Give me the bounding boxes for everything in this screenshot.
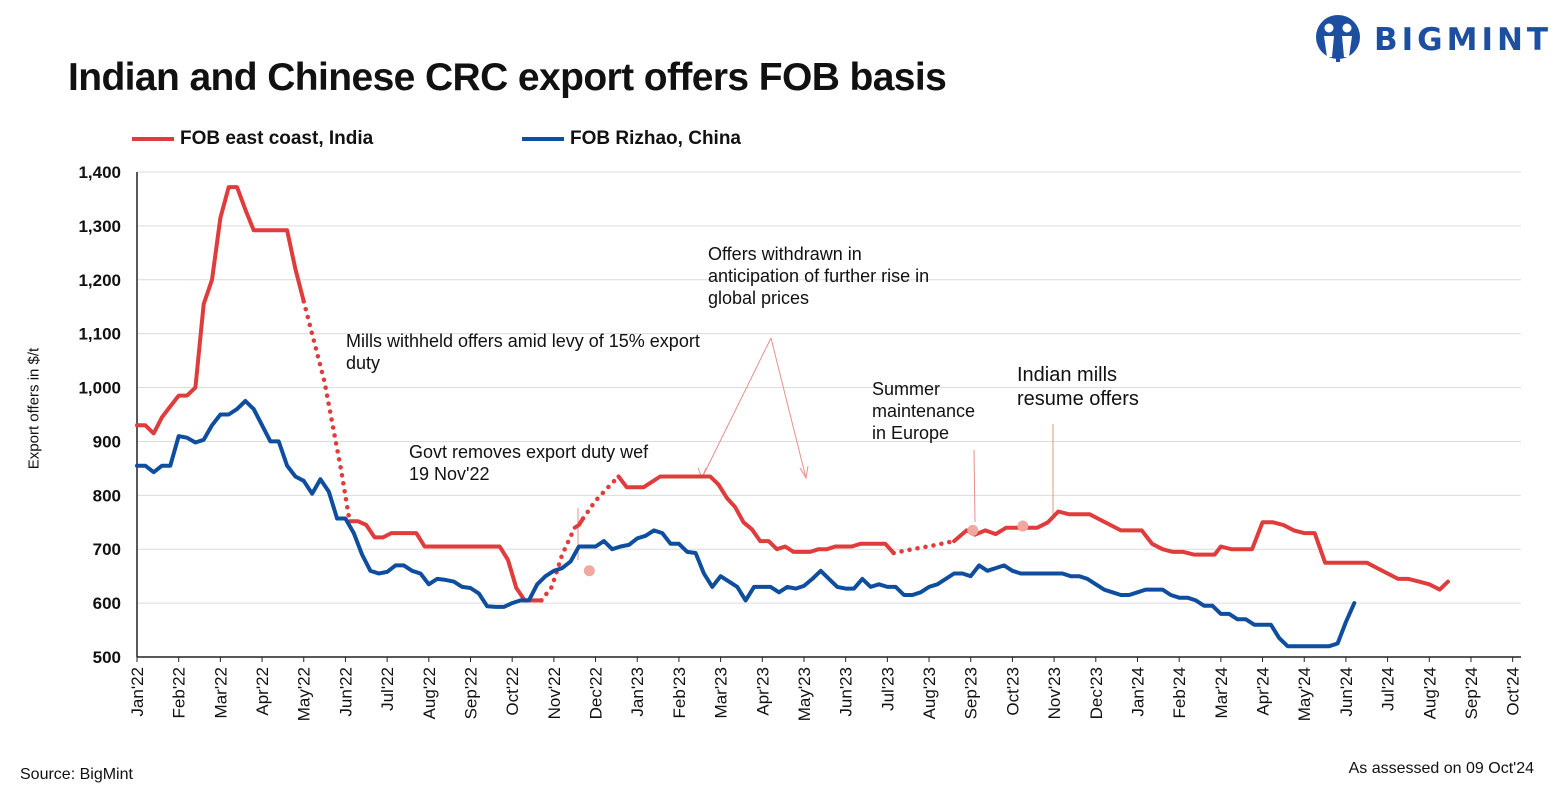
series-line-india [135, 185, 306, 436]
annotation-pointer-summer [973, 449, 976, 523]
x-tick-label: Oct'23 [1003, 667, 1022, 716]
x-tick-label: May'24 [1295, 667, 1314, 721]
x-tick-label: Apr'22 [253, 667, 272, 716]
annotation-arrowhead-right [799, 465, 809, 480]
x-tick-label: Jun'23 [837, 667, 856, 717]
y-tick-label: 1,200 [78, 271, 121, 290]
x-tick-label: Jul'24 [1379, 667, 1398, 711]
legend-label-china: FOB Rizhao, China [570, 128, 741, 149]
assessed-note: As assessed on 09 Oct'24 [1348, 760, 1534, 777]
x-tick-label: Aug'24 [1420, 667, 1439, 719]
annotation-summer: Summer maintenance in Europe [872, 379, 976, 443]
series-line-india [891, 538, 957, 556]
x-tick-label: Sep'23 [962, 667, 981, 719]
series-line-india [952, 509, 1450, 592]
x-tick-label: Nov'22 [545, 667, 564, 719]
bigmint-logo-icon [1316, 15, 1360, 62]
x-tick-label: Dec'22 [587, 667, 606, 719]
x-tick-label: Jan'22 [128, 667, 147, 717]
y-tick-label: 500 [93, 648, 121, 667]
x-tick-label: Sep'24 [1462, 667, 1481, 719]
x-tick-label: Feb'22 [170, 667, 189, 718]
bigmint-logo: BIGMINT [1316, 10, 1552, 64]
series-line-india [580, 474, 621, 521]
x-tick-label: Apr'24 [1254, 667, 1273, 716]
x-tick-label: Oct'24 [1504, 667, 1523, 716]
series-line-india [347, 519, 544, 603]
x-tick-label: Jan'24 [1128, 667, 1147, 717]
annotation-pointer-offers-right [770, 337, 807, 479]
x-tick-label: Aug'23 [920, 667, 939, 719]
annotation-pointer-offers-left [701, 337, 772, 479]
y-tick-label: 1,400 [78, 163, 121, 182]
annotation-marker [583, 565, 595, 577]
x-tick-label: Apr'23 [753, 667, 772, 716]
y-tick-label: 1,000 [78, 379, 121, 398]
series-line-china [135, 399, 1357, 649]
x-tick-label: Feb'24 [1170, 667, 1189, 718]
y-tick-label: 800 [93, 486, 121, 505]
logo-text: BIGMINT [1374, 22, 1553, 58]
legend-item-china: FOB Rizhao, China [522, 128, 741, 150]
annotation-marker [967, 524, 979, 536]
y-tick-label: 1,300 [78, 217, 121, 236]
x-tick-label: Oct'22 [503, 667, 522, 716]
x-tick-label: Mar'23 [712, 667, 731, 718]
x-tick-label: Feb'23 [670, 667, 689, 718]
annotation-marker [1017, 520, 1029, 532]
x-tick-label: Aug'22 [420, 667, 439, 719]
x-tick-label: Jun'24 [1337, 667, 1356, 717]
chart-title: Indian and Chinese CRC export offers FOB… [68, 56, 947, 99]
x-tick-label: Mar'22 [211, 667, 230, 718]
x-tick-label: Mar'24 [1212, 667, 1231, 718]
y-tick-label: 600 [93, 594, 121, 613]
source-note: Source: BigMint [20, 766, 133, 783]
y-tick-label: 700 [93, 540, 121, 559]
legend-swatch-china [522, 137, 564, 141]
y-tick-label: 1,100 [78, 325, 121, 344]
annotation-indian-mills: Indian mills resume offers [1017, 364, 1139, 410]
x-tick-label: Dec'23 [1087, 667, 1106, 719]
x-tick-label: Nov'23 [1045, 667, 1064, 719]
series-line-india [616, 474, 896, 555]
annotation-offers-withdrawn: Offers withdrawn in anticipation of furt… [708, 244, 930, 308]
x-tick-label: Jun'22 [336, 667, 355, 717]
x-tick-label: Jul'22 [378, 667, 397, 711]
legend-label-india: FOB east coast, India [180, 128, 374, 149]
legend-item-india: FOB east coast, India [132, 128, 373, 150]
x-tick-label: Jan'23 [628, 667, 647, 717]
x-tick-label: May'22 [295, 667, 314, 721]
x-tick-label: Jul'23 [878, 667, 897, 711]
x-tick-label: May'23 [795, 667, 814, 721]
annotation-mills-withheld: Mills withheld offers amid levy of 15% e… [346, 331, 700, 373]
annotation-govt-removes: Govt removes export duty wef 19 Nov'22 [409, 442, 649, 484]
legend-swatch-india [132, 137, 174, 141]
series-line-india [301, 299, 352, 524]
series-line-india [572, 516, 585, 530]
x-tick-label: Sep'22 [461, 667, 480, 719]
y-tick-label: 900 [93, 432, 121, 451]
